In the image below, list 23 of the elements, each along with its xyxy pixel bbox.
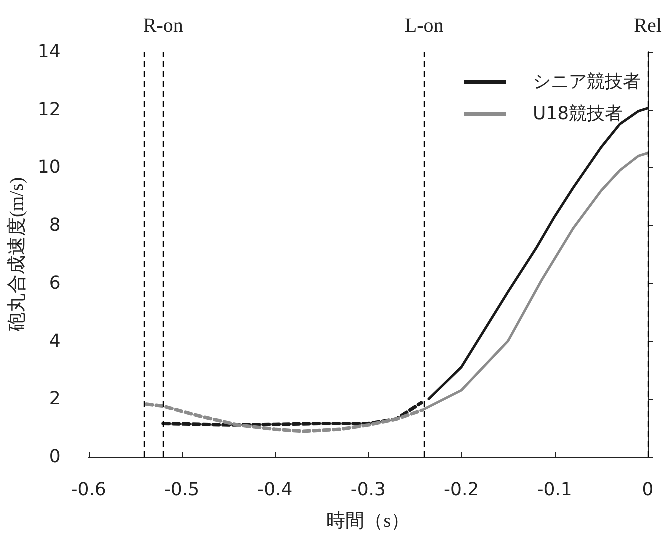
y-tick-label: 0 <box>49 446 61 468</box>
x-tick-label: 0 <box>642 480 654 500</box>
x-tick-label: -0.2 <box>444 480 480 500</box>
y-tick-label: 14 <box>38 42 61 62</box>
ref-line-label: R-on <box>143 15 184 37</box>
x-tick-label: -0.4 <box>258 480 293 500</box>
y-tick-label: 10 <box>38 157 61 178</box>
x-tick-label: -0.5 <box>164 480 200 500</box>
legend-label: シニア競技者 <box>533 72 641 92</box>
y-tick-label: 4 <box>49 330 61 352</box>
y-axis-title: 砲丸合成速度(m/s) <box>6 177 28 333</box>
y-tick-label: 6 <box>49 272 61 294</box>
x-axis-title: 時間（s） <box>326 511 410 532</box>
ref-line-label: L-on <box>404 15 444 37</box>
y-tick-label: 8 <box>49 215 61 236</box>
ref-line-label: Rel <box>634 15 662 37</box>
legend-label: U18競技者 <box>533 104 624 124</box>
x-tick-label: -0.6 <box>71 480 106 500</box>
x-tick-label: -0.1 <box>537 480 572 500</box>
x-tick-label: -0.3 <box>350 480 386 500</box>
line-series <box>162 401 424 427</box>
y-tick-label: 12 <box>38 99 61 120</box>
y-tick-label: 2 <box>49 388 61 410</box>
